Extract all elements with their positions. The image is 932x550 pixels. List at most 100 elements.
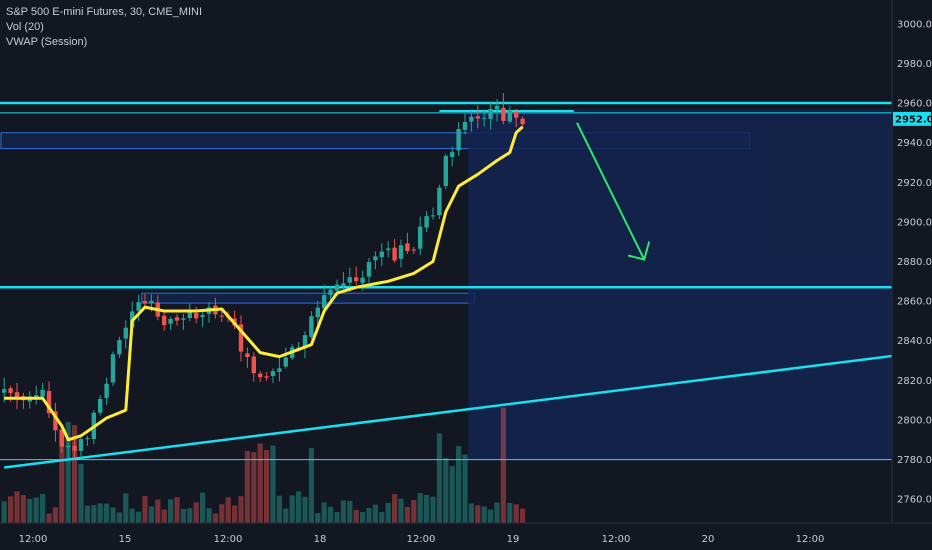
volume-bar	[251, 452, 257, 523]
volume-bar	[443, 458, 449, 523]
candle-body	[168, 318, 173, 324]
candle-body	[386, 248, 391, 251]
candle-body	[450, 152, 455, 157]
candle-body	[456, 129, 461, 151]
candle-body	[78, 439, 84, 451]
volume-bar	[366, 507, 372, 523]
candle-body	[379, 251, 384, 258]
volume-bar	[257, 443, 263, 523]
price-tick-label: 2780.00	[897, 455, 932, 466]
volume-bar	[372, 504, 378, 523]
volume-bar	[72, 425, 78, 523]
candle-body	[251, 356, 256, 374]
zone-rect-2	[468, 108, 892, 460]
volume-bar	[289, 495, 295, 523]
candle-body	[334, 284, 340, 291]
candle-body	[258, 373, 263, 378]
volume-bar	[33, 497, 39, 523]
candle-body	[405, 243, 410, 252]
volume-bar	[110, 507, 116, 523]
trendline	[4, 349, 932, 469]
time-tick-label: 12:00	[214, 534, 243, 545]
candle-body	[104, 383, 109, 398]
vwap-indicator-label[interactable]: VWAP (Session)	[6, 36, 88, 48]
candle-body	[98, 398, 103, 413]
candle-body	[40, 389, 45, 397]
candle-body	[277, 368, 282, 372]
volume-bar	[334, 512, 340, 523]
volume-bar	[276, 495, 282, 523]
volume-indicator-label[interactable]: Vol (20)	[6, 21, 44, 33]
volume-bar	[193, 502, 199, 523]
volume-bar	[232, 505, 238, 523]
candle-body	[507, 110, 512, 122]
candle-body	[2, 389, 7, 393]
volume-bar	[398, 498, 404, 523]
volume-bar	[46, 513, 52, 523]
volume-bar	[488, 509, 494, 523]
price-tag-label: 2952.00	[895, 114, 932, 125]
candle-body	[494, 105, 500, 110]
volume-bar	[20, 495, 26, 523]
time-tick-label: 19	[507, 534, 520, 545]
levels-group	[0, 101, 892, 461]
volume-bar	[507, 502, 513, 523]
volume-bar	[244, 450, 250, 523]
volume-bar	[456, 446, 462, 523]
candle-body	[392, 247, 397, 261]
price-tick-label: 2820.00	[897, 376, 932, 387]
volume-bar	[449, 466, 455, 523]
candle-body	[174, 317, 180, 321]
candle-body	[520, 118, 525, 125]
volume-bar	[14, 491, 20, 523]
candle-body	[309, 316, 314, 337]
candle-body	[46, 391, 52, 414]
candle-body	[72, 445, 77, 451]
candle-body	[482, 117, 487, 119]
volume-bar	[328, 506, 334, 523]
candle-body	[328, 289, 333, 296]
candle-body	[219, 315, 224, 317]
symbol-title[interactable]: S&P 500 E-mini Futures, 30, CME_MINI	[6, 6, 203, 18]
price-tag	[893, 111, 931, 126]
candle-body	[245, 353, 250, 358]
volume-bar	[65, 421, 71, 523]
candle-body	[194, 313, 199, 319]
candle-body	[437, 187, 442, 216]
candle-body	[238, 324, 244, 352]
candle-body	[264, 376, 269, 378]
candle-body	[443, 156, 448, 186]
candle-body	[347, 277, 352, 283]
candle-body	[488, 108, 493, 119]
candle-body	[14, 392, 20, 398]
candle-body	[142, 300, 148, 304]
volume-bar	[52, 507, 58, 523]
volume-bar	[1, 501, 7, 523]
candle-body	[149, 300, 154, 304]
volume-bar	[155, 499, 161, 523]
volume-bar	[500, 407, 506, 523]
candle-body	[469, 116, 474, 122]
volume-bar	[59, 429, 65, 523]
volume-bar	[392, 494, 398, 523]
volume-bar	[136, 511, 142, 523]
candle-body	[315, 307, 320, 318]
volume-bar	[468, 503, 474, 523]
volume-bar	[187, 508, 193, 523]
volume-bar	[520, 508, 526, 523]
volume-bar	[123, 493, 129, 523]
time-axis-panel	[0, 523, 932, 550]
volume-bar	[481, 506, 487, 523]
volume-bar	[206, 508, 212, 523]
volume-bar	[296, 491, 302, 523]
volume-bar	[424, 494, 430, 523]
arrow-head	[627, 241, 651, 261]
volume-bar	[219, 504, 225, 523]
candle-body	[341, 283, 346, 287]
candle-body	[418, 226, 423, 249]
price-tick-label: 2760.00	[897, 495, 932, 506]
candle-body	[136, 302, 141, 311]
volume-bar	[270, 445, 276, 523]
candle-body	[322, 295, 327, 309]
